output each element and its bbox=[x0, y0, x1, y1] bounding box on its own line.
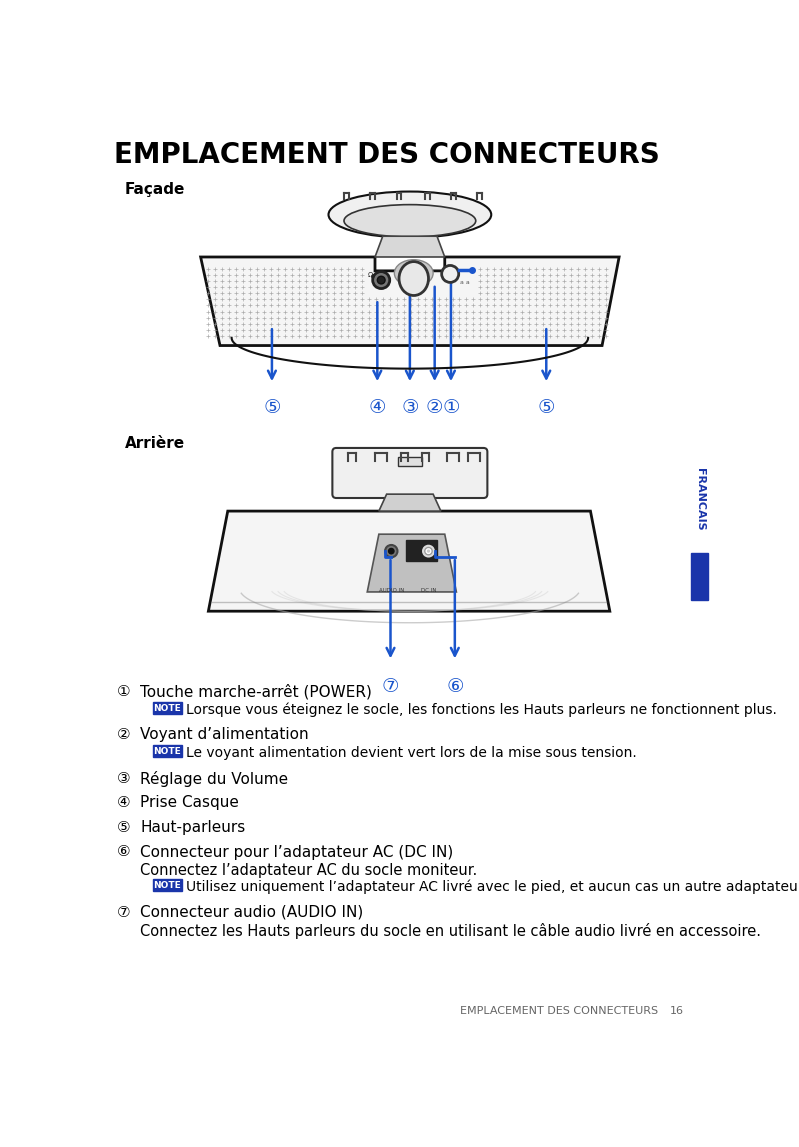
Text: Utilisez uniquement l’adaptateur AC livré avec le pied, et aucun cas un autre ad: Utilisez uniquement l’adaptateur AC livr… bbox=[186, 880, 799, 895]
Text: Arrière: Arrière bbox=[125, 436, 185, 451]
Ellipse shape bbox=[399, 262, 428, 296]
Bar bbox=[153, 746, 182, 757]
Text: 16: 16 bbox=[670, 1006, 683, 1016]
Text: ⑦: ⑦ bbox=[117, 905, 130, 920]
Text: Connecteur audio (AUDIO IN): Connecteur audio (AUDIO IN) bbox=[140, 905, 364, 920]
Text: ②: ② bbox=[117, 727, 130, 742]
Ellipse shape bbox=[388, 548, 394, 554]
Text: Ω: Ω bbox=[368, 272, 373, 279]
Ellipse shape bbox=[328, 192, 491, 237]
Text: ⑦: ⑦ bbox=[382, 678, 400, 696]
Text: ④: ④ bbox=[117, 795, 130, 810]
Text: EMPLACEMENT DES CONNECTEURS: EMPLACEMENT DES CONNECTEURS bbox=[113, 141, 660, 170]
Bar bbox=[153, 702, 182, 713]
Ellipse shape bbox=[372, 272, 390, 289]
Ellipse shape bbox=[423, 546, 434, 556]
Polygon shape bbox=[379, 494, 441, 512]
Text: ⑤: ⑤ bbox=[263, 398, 280, 416]
Text: ③: ③ bbox=[401, 398, 419, 416]
Text: AUDIO IN: AUDIO IN bbox=[379, 588, 404, 593]
Bar bbox=[691, 554, 708, 600]
Text: ①: ① bbox=[117, 685, 130, 700]
Text: Connecteur pour l’adaptateur AC (DC IN): Connecteur pour l’adaptateur AC (DC IN) bbox=[140, 844, 453, 859]
Bar bbox=[406, 539, 437, 561]
Text: EMPLACEMENT DES CONNECTEURS: EMPLACEMENT DES CONNECTEURS bbox=[460, 1006, 658, 1016]
Ellipse shape bbox=[385, 545, 397, 557]
Ellipse shape bbox=[426, 548, 431, 554]
Text: ①: ① bbox=[442, 398, 459, 416]
Text: ②: ② bbox=[426, 398, 443, 416]
Text: FRANCAIS: FRANCAIS bbox=[694, 468, 705, 531]
Text: NOTE: NOTE bbox=[153, 704, 181, 712]
Text: Connectez les Hauts parleurs du socle en utilisant le câble audio livré en acces: Connectez les Hauts parleurs du socle en… bbox=[140, 923, 761, 939]
Polygon shape bbox=[368, 535, 456, 592]
Ellipse shape bbox=[442, 265, 459, 282]
Text: Prise Casque: Prise Casque bbox=[140, 795, 239, 810]
Text: Lorsque vous éteignez le socle, les fonctions les Hauts parleurs ne fonctionnent: Lorsque vous éteignez le socle, les fonc… bbox=[186, 703, 777, 717]
Text: ⑥: ⑥ bbox=[117, 844, 130, 859]
Text: Voyant d’alimentation: Voyant d’alimentation bbox=[140, 727, 308, 742]
FancyBboxPatch shape bbox=[332, 448, 487, 498]
Text: Touche marche-arrêt (POWER): Touche marche-arrêt (POWER) bbox=[140, 685, 372, 700]
Text: NOTE: NOTE bbox=[153, 881, 181, 890]
Text: ④: ④ bbox=[368, 398, 386, 416]
Text: NOTE: NOTE bbox=[153, 747, 181, 756]
Polygon shape bbox=[375, 236, 445, 257]
Bar bbox=[153, 879, 182, 891]
Ellipse shape bbox=[344, 204, 475, 237]
Text: Haut-parleurs: Haut-parleurs bbox=[140, 820, 245, 835]
Text: Façade: Façade bbox=[125, 182, 185, 197]
Ellipse shape bbox=[377, 276, 385, 284]
Polygon shape bbox=[209, 512, 610, 611]
Text: ③: ③ bbox=[117, 771, 130, 786]
Bar bbox=[398, 458, 422, 467]
Text: DC IN: DC IN bbox=[421, 588, 436, 593]
Polygon shape bbox=[201, 257, 619, 345]
Text: a a: a a bbox=[460, 280, 470, 284]
Text: Le voyant alimentation devient vert lors de la mise sous tension.: Le voyant alimentation devient vert lors… bbox=[186, 746, 637, 760]
Text: ⑤: ⑤ bbox=[538, 398, 555, 416]
Text: Connectez l’adaptateur AC du socle moniteur.: Connectez l’adaptateur AC du socle monit… bbox=[140, 863, 478, 877]
Text: ⑤: ⑤ bbox=[117, 820, 130, 835]
Text: Réglage du Volume: Réglage du Volume bbox=[140, 771, 288, 787]
Text: ⑥: ⑥ bbox=[446, 678, 463, 696]
Ellipse shape bbox=[395, 259, 433, 287]
